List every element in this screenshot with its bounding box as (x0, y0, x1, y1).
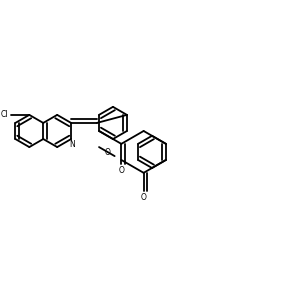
Text: O: O (118, 167, 124, 176)
Text: N: N (70, 140, 76, 149)
Text: Cl: Cl (0, 110, 8, 119)
Text: O: O (105, 148, 110, 158)
Text: O: O (141, 193, 147, 202)
